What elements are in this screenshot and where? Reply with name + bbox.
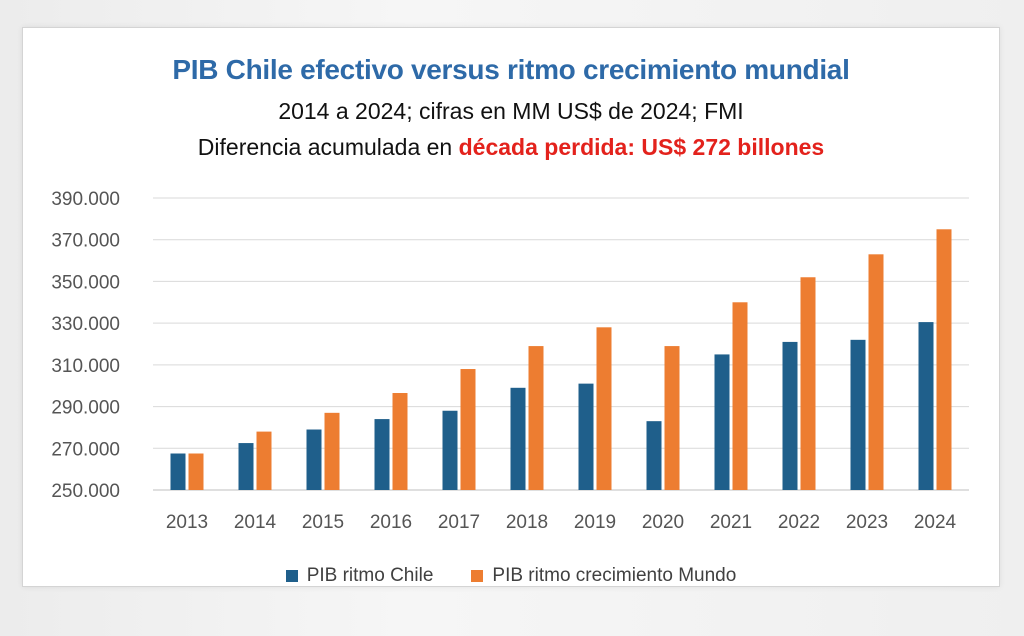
y-tick-label: 390.000 — [51, 189, 120, 210]
x-tick-label: 2024 — [914, 512, 957, 533]
bar-chile — [510, 387, 526, 490]
y-tick-label: 350.000 — [51, 272, 120, 293]
chart-subtitle: 2014 a 2024; cifras en MM US$ de 2024; F… — [278, 98, 744, 124]
bar-chart: 250.000 270.000 290.000 310.000 330.000 350.0… — [51, 189, 969, 533]
bar-mundo — [460, 369, 476, 490]
legend-swatch-mundo — [471, 570, 484, 582]
y-tick-label: 370.000 — [51, 231, 120, 252]
bar-mundo — [324, 412, 340, 490]
x-tick-label: 2018 — [506, 512, 548, 533]
bar-chile — [170, 453, 186, 490]
bar-chile — [442, 410, 458, 490]
bar-mundo — [936, 229, 952, 491]
bar-mundo — [188, 453, 204, 490]
chart-title: PIB Chile efectivo versus ritmo crecimie… — [172, 54, 850, 85]
legend-label-mundo: PIB ritmo crecimiento Mundo — [492, 565, 737, 586]
bar-chile — [374, 419, 390, 490]
bar-mundo — [528, 346, 544, 490]
x-tick-label: 2013 — [166, 512, 208, 533]
bar-mundo — [596, 327, 612, 490]
x-tick-label: 2015 — [302, 512, 344, 533]
bar-mundo — [256, 431, 272, 490]
x-tick-label: 2021 — [710, 512, 752, 533]
subtitle-highlight: década perdida: US$ 272 billones — [458, 134, 825, 160]
legend-item-chile: PIB ritmo Chile — [285, 565, 434, 587]
legend-swatch-chile — [285, 570, 298, 582]
legend-label-chile: PIB ritmo Chile — [306, 565, 434, 586]
y-tick-label: 310.000 — [51, 356, 120, 377]
bar-chile — [238, 443, 254, 490]
bar-chile — [782, 341, 798, 490]
x-tick-label: 2020 — [642, 512, 684, 533]
bar-mundo — [392, 393, 408, 490]
x-tick-label: 2017 — [438, 512, 480, 533]
bars-layer — [170, 229, 952, 491]
y-tick-label: 330.000 — [51, 314, 120, 335]
legend-item-mundo: PIB ritmo crecimiento Mundo — [471, 565, 736, 587]
legend: PIB ritmo Chile PIB ritmo crecimiento Mu… — [23, 565, 999, 587]
x-tick-label: 2019 — [574, 512, 616, 533]
bar-chile — [578, 383, 594, 490]
bar-chile — [918, 322, 934, 490]
bar-mundo — [800, 277, 816, 490]
bar-chile — [646, 421, 662, 490]
y-tick-label: 270.000 — [51, 439, 120, 460]
y-tick-label: 290.000 — [51, 398, 120, 419]
bar-chile — [306, 429, 322, 490]
grid-layer — [153, 197, 969, 491]
x-tick-label: 2014 — [234, 512, 277, 533]
bar-mundo — [664, 346, 680, 490]
y-tick-labels: 250.000 270.000 290.000 310.000 330.000 350.0… — [51, 189, 120, 502]
x-tick-label: 2016 — [370, 512, 412, 533]
bar-mundo — [732, 302, 748, 490]
x-tick-label: 2023 — [846, 512, 888, 533]
chart-card: PIB Chile efectivo versus ritmo crecimie… — [22, 27, 1000, 587]
x-tick-labels: 2013 2014 2015 2016 2017 2018 2019 2020 2021 2022… — [166, 512, 957, 533]
x-tick-label: 2022 — [778, 512, 820, 533]
subtitle-prefix: Diferencia acumulada en — [197, 134, 459, 160]
bar-chile — [850, 339, 866, 490]
bar-chile — [714, 354, 730, 490]
y-tick-label: 250.000 — [51, 481, 120, 502]
bar-mundo — [868, 254, 884, 490]
chart-subtitle-difference: Diferencia acumulada en década perdida: … — [23, 134, 999, 161]
